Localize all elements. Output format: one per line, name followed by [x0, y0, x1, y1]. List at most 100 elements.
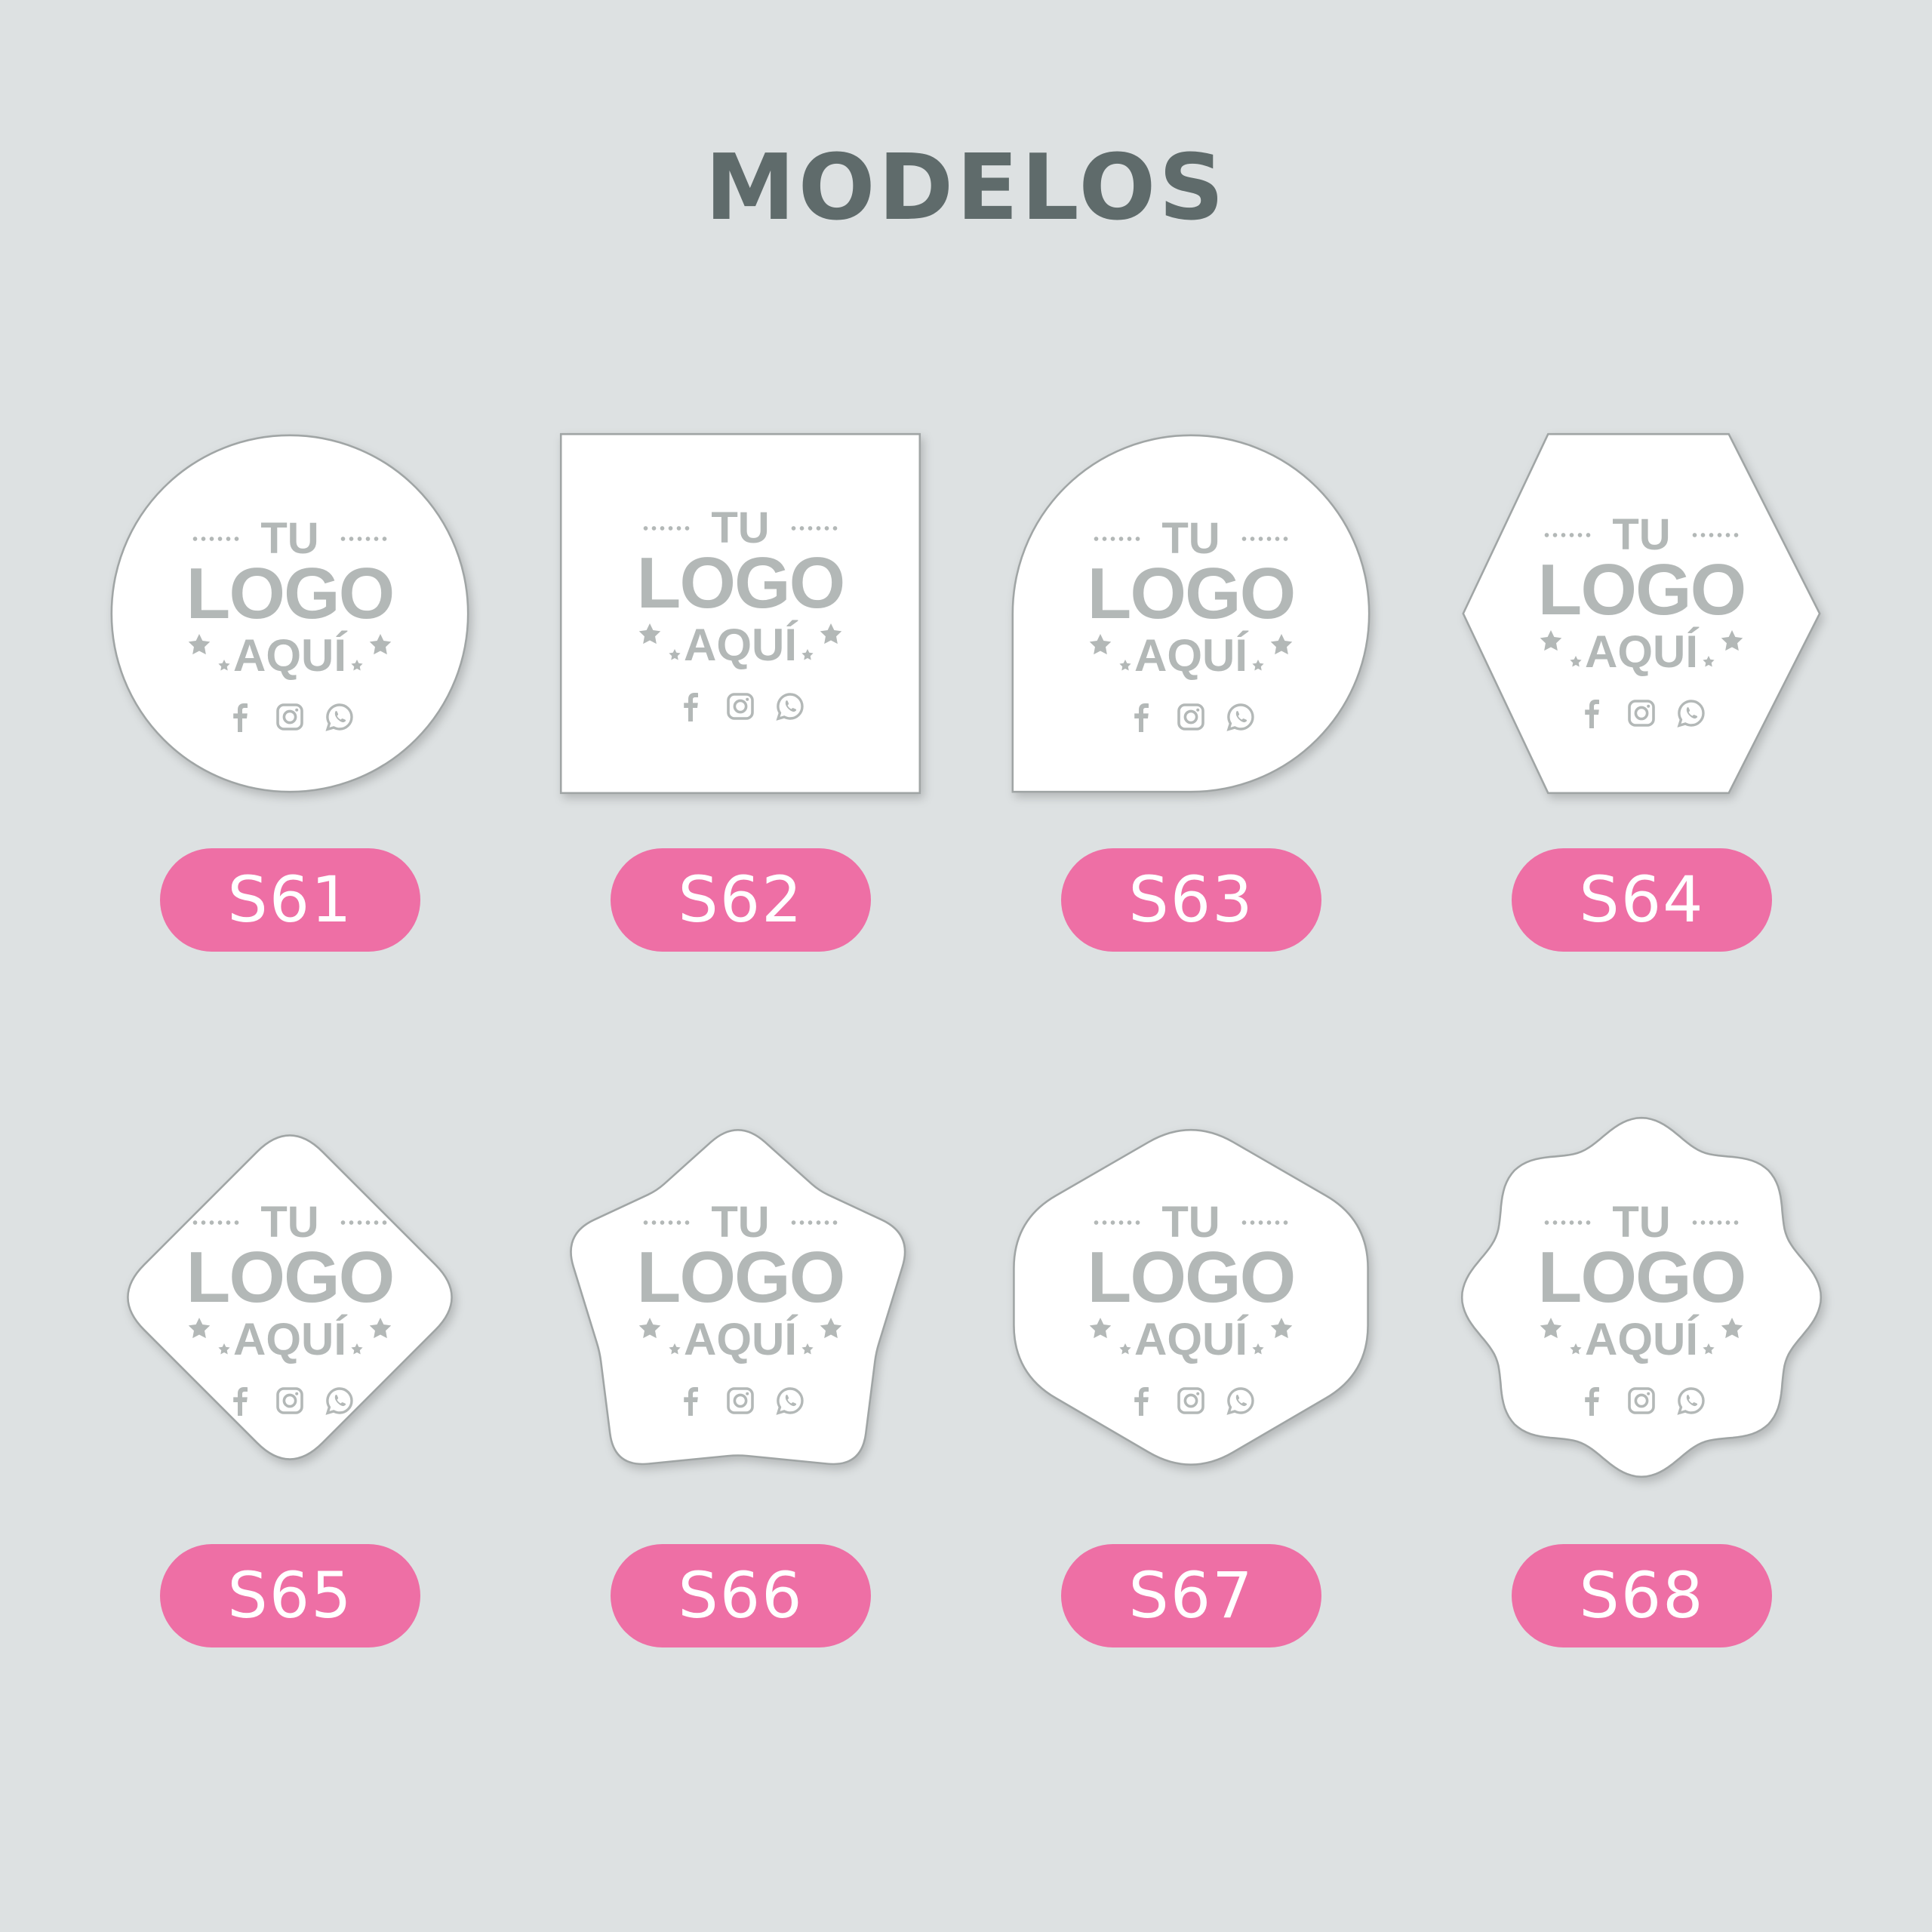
facebook-icon — [1585, 1387, 1599, 1416]
whatsapp-icon — [325, 1387, 353, 1415]
facebook-icon — [233, 1387, 248, 1416]
star-icon — [188, 634, 211, 655]
model-code-badge: S61 — [160, 848, 420, 952]
instagram-icon — [727, 693, 754, 720]
dots-right — [789, 1220, 839, 1225]
dots-left — [1092, 537, 1143, 541]
logo-placeholder: TU LOGO AQUÍ — [108, 432, 472, 795]
model-code-badge: S65 — [160, 1544, 420, 1647]
whatsapp-icon — [1226, 1387, 1254, 1415]
logo-line-aqui: AQUÍ — [684, 620, 797, 670]
star-icon — [1119, 1343, 1131, 1355]
instagram-icon — [727, 1387, 754, 1414]
model-code-badge: S64 — [1512, 848, 1772, 952]
logo-line-aqui: AQUÍ — [1585, 1314, 1698, 1364]
logo-placeholder: TU LOGO AQUÍ — [1009, 1115, 1373, 1479]
star-icon — [1252, 1343, 1264, 1355]
logo-line-logo: LOGO — [1537, 1237, 1747, 1318]
social-icons — [1460, 1386, 1823, 1416]
logo-placeholder: TU LOGO AQUÍ — [108, 1115, 472, 1479]
star-icon — [351, 1343, 363, 1355]
star-icon — [801, 1343, 814, 1355]
model-card-s62[interactable]: TU LOGO AQUÍ — [558, 432, 922, 795]
dots-right — [1239, 537, 1290, 541]
logo-line-tu: TU — [1612, 1198, 1671, 1247]
whatsapp-icon — [325, 703, 353, 731]
star-icon — [1570, 1343, 1582, 1355]
star-icon — [638, 1318, 661, 1339]
logo-placeholder: TU LOGO AQUÍ — [558, 421, 922, 785]
model-card-s65[interactable]: TU LOGO AQUÍ — [108, 1115, 472, 1479]
social-icons — [108, 1386, 472, 1416]
star-icon — [1270, 1318, 1293, 1339]
logo-placeholder: TU LOGO AQUÍ — [558, 1115, 922, 1479]
star-icon — [820, 623, 842, 645]
star-icon — [1119, 660, 1131, 671]
model-card-s63[interactable]: TU LOGO AQUÍ — [1009, 432, 1373, 795]
instagram-icon — [1177, 703, 1204, 731]
model-card-s61[interactable]: TU LOGO AQUÍ — [108, 432, 472, 795]
model-card-s66[interactable]: TU LOGO AQUÍ — [558, 1115, 922, 1479]
dots-left — [1543, 1220, 1593, 1225]
sticker-shape-rounded-hexagon-vertical — [1013, 1128, 1369, 1466]
logo-line-logo: LOGO — [636, 543, 846, 623]
facebook-icon — [1585, 700, 1599, 728]
star-icon — [218, 660, 230, 671]
page-title: MODELOS — [705, 136, 1227, 241]
whatsapp-icon — [1226, 703, 1254, 731]
instagram-icon — [1628, 1387, 1655, 1414]
facebook-icon — [684, 693, 698, 721]
logo-line-tu: TU — [260, 514, 319, 563]
star-icon — [1252, 660, 1264, 671]
logo-placeholder: TU LOGO AQUÍ — [1460, 428, 1823, 792]
logo-line-logo: LOGO — [186, 1237, 395, 1318]
instagram-icon — [1177, 1387, 1204, 1414]
dots-left — [191, 1220, 242, 1225]
star-icon — [1270, 634, 1293, 655]
facebook-icon — [233, 703, 248, 732]
star-icon — [188, 1318, 211, 1339]
model-card-s68[interactable]: TU LOGO AQUÍ — [1460, 1115, 1823, 1479]
dots-left — [191, 537, 242, 541]
model-card-s67[interactable]: TU LOGO AQUÍ — [1009, 1115, 1373, 1479]
model-card-s64[interactable]: TU LOGO AQUÍ — [1460, 432, 1823, 795]
logo-line-logo: LOGO — [636, 1237, 846, 1318]
whatsapp-icon — [776, 1387, 804, 1415]
facebook-icon — [1134, 1387, 1149, 1416]
star-icon — [369, 634, 392, 655]
sticker-shape-hexagon-horizontal — [1462, 432, 1821, 795]
logo-line-aqui: AQUÍ — [233, 630, 346, 681]
facebook-icon — [684, 1387, 698, 1416]
facebook-icon — [1134, 703, 1149, 732]
dots-left — [641, 526, 692, 531]
star-icon — [638, 623, 661, 645]
logo-line-tu: TU — [1161, 1198, 1220, 1247]
star-icon — [1570, 656, 1582, 667]
dots-left — [641, 1220, 692, 1225]
social-icons — [558, 1386, 922, 1416]
whatsapp-icon — [1677, 1387, 1705, 1415]
logo-line-aqui: AQUÍ — [1134, 1314, 1247, 1364]
star-icon — [820, 1318, 842, 1339]
star-icon — [801, 649, 814, 660]
star-icon — [369, 1318, 392, 1339]
logo-line-aqui: AQUÍ — [233, 1314, 346, 1364]
star-icon — [218, 1343, 230, 1355]
sticker-shape-wavy-circle — [1460, 1116, 1823, 1478]
sticker-shape-rounded-diamond — [127, 1134, 453, 1460]
star-icon — [1721, 1318, 1743, 1339]
star-icon — [1540, 1318, 1562, 1339]
dots-right — [1690, 1220, 1740, 1225]
logo-line-aqui: AQUÍ — [1585, 626, 1698, 677]
dots-left — [1543, 533, 1593, 537]
star-icon — [1721, 630, 1743, 651]
logo-line-logo: LOGO — [186, 553, 395, 634]
star-icon — [1540, 630, 1562, 651]
logo-line-tu: TU — [260, 1198, 319, 1247]
logo-line-tu: TU — [711, 503, 770, 552]
instagram-icon — [276, 703, 303, 731]
logo-line-logo: LOGO — [1087, 1237, 1297, 1318]
sticker-shape-teardrop — [1011, 434, 1371, 793]
star-icon — [351, 660, 363, 671]
model-code-badge: S68 — [1512, 1544, 1772, 1647]
